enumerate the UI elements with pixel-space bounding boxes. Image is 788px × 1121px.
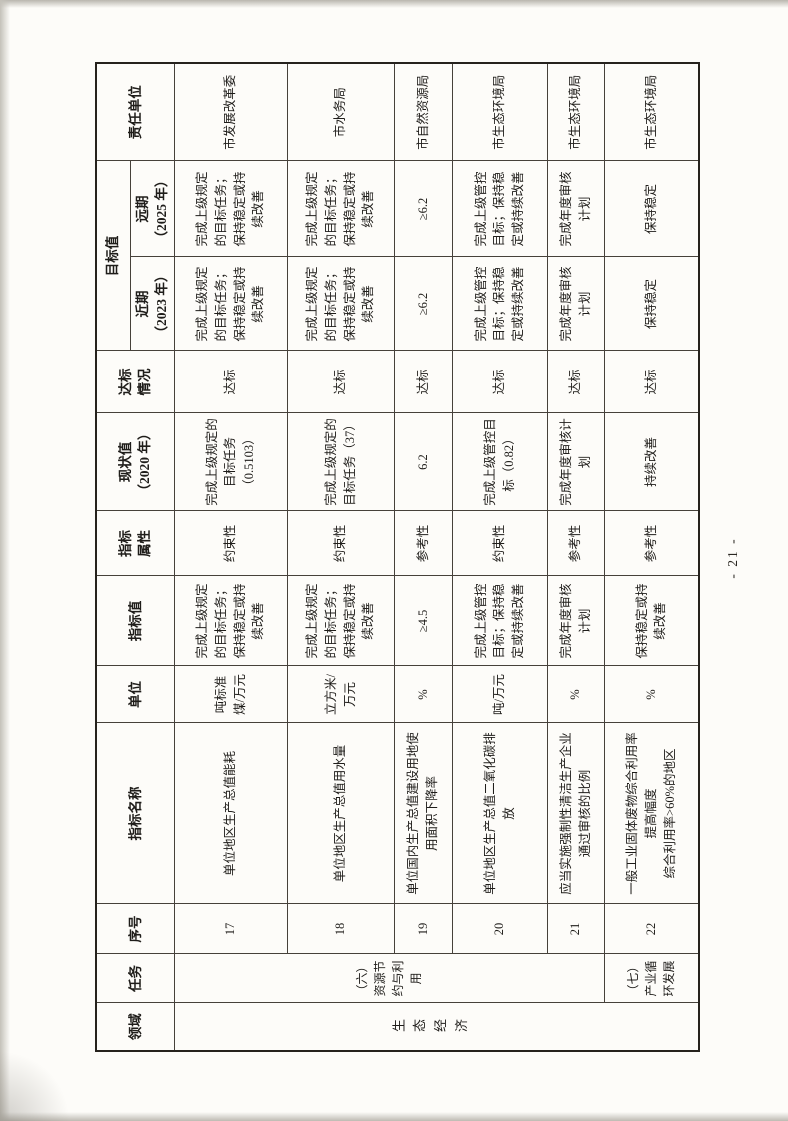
cell-20-target-far: 完成上级管控目标；保持稳定或持续改善 [452,161,548,257]
cell-21-target-near: 完成年度审核计划 [547,257,605,351]
cell-18-attribute: 约束性 [287,511,395,576]
cell-19-unit: % [394,666,453,723]
header-indicator-name: 指标名称 [96,723,175,904]
cell-22-target-far: 保持稳定 [604,161,700,257]
cell-20-compliance: 达标 [452,351,548,413]
cell-18-unit: 立方米/万元 [287,666,395,723]
header-domain: 领域 [96,1003,175,1051]
cell-17-compliance: 达标 [174,351,288,413]
cell-22-attribute: 参考性 [604,511,700,576]
cell-18-compliance: 达标 [287,351,395,413]
cell-20-attribute: 约束性 [452,511,548,576]
page-number: - 21 - [725,537,740,579]
cell-18-name: 单位地区生产总值用水量 [287,723,395,904]
cell-21-value: 完成年度审核计划 [547,576,605,666]
header-task: 任务 [96,954,175,1003]
cell-18-responsible: 市水务局 [287,63,395,161]
header-target-far: 远期 （2025 年） [130,161,175,257]
domain-group-label: 生态经济 [391,1019,476,1034]
header-index: 序号 [96,904,175,954]
table-row-21: 21 应当实施强制性清洁生产企业通过审核的比例 % 完成年度审核计划 参考性 完… [547,63,605,1051]
cell-19-compliance: 达标 [394,351,453,413]
indicator-table: 领域 任务 序号 指标名称 单位 指标值 指标 属性 现状值 （2020 年） … [95,62,701,1052]
cell-17-target-far: 完成上级规定的目标任务；保持稳定或持续改善 [174,161,288,257]
cell-20-target-near: 完成上级管控目标；保持稳定或持续改善 [452,257,548,351]
cell-19-responsible: 市自然资源局 [394,63,453,161]
cell-17-index: 17 [174,904,288,954]
cell-22-index: 22 [604,904,700,954]
table-row-19: 19 单位国内生产总值建设用地使用面积下降率 % ≥4.5 参考性 6.2 达标… [394,63,453,1051]
cell-19-name: 单位国内生产总值建设用地使用面积下降率 [394,723,453,904]
cell-21-attribute: 参考性 [547,511,605,576]
cell-21-current: 完成年度审核计划 [547,413,605,511]
cell-20-unit: 吨/万元 [452,666,548,723]
rotated-content-area: 领域 任务 序号 指标名称 单位 指标值 指标 属性 现状值 （2020 年） … [95,62,740,1052]
cell-17-unit: 吨标准煤/万元 [174,666,288,723]
table-row-17: 生态经济 （六）资源节约与利用 17 单位地区生产总值能耗 吨标准煤/万元 完成… [174,63,700,1051]
cell-18-target-near: 完成上级规定的目标任务；保持稳定或持续改善 [287,257,395,351]
cell-22-compliance: 达标 [604,351,700,413]
cell-20-responsible: 市生态环境局 [452,63,548,161]
cell-18-index: 18 [287,904,395,954]
cell-20-name: 单位地区生产总值二氧化碳排放 [452,723,548,904]
header-target-value: 目标值 [96,161,130,351]
cell-19-value: ≥4.5 [394,576,453,666]
cell-21-responsible: 市生态环境局 [547,63,605,161]
cell-18-current: 完成上级规定的目标任务（37） [287,413,395,511]
header-indicator-attribute: 指标 属性 [96,511,175,576]
scan-edge-bottom [0,1112,788,1121]
table-row-22: （七）产业循环发展 22 一般工业固体废物综合利用率提高幅度 综合利用率>60%… [604,63,700,1051]
cell-21-name: 应当实施强制性清洁生产企业通过审核的比例 [547,723,605,904]
header-target-near: 近期 （2023 年） [130,257,175,351]
cell-19-index: 19 [394,904,453,954]
cell-22-responsible: 市生态环境局 [604,63,700,161]
cell-task-group-a: （六）资源节约与利用 [174,954,605,1003]
cell-21-unit: % [547,666,605,723]
cell-17-target-near: 完成上级规定的目标任务；保持稳定或持续改善 [174,257,288,351]
cell-20-value: 完成上级管控目标；保持稳定或持续改善 [452,576,548,666]
cell-20-current: 完成上级管控目标（0.82） [452,413,548,511]
cell-21-compliance: 达标 [547,351,605,413]
cell-20-index: 20 [452,904,548,954]
header-indicator-value: 指标值 [96,576,175,666]
cell-21-index: 21 [547,904,605,954]
cell-22-target-near: 保持稳定 [604,257,700,351]
cell-22-current: 持续改善 [604,413,700,511]
cell-17-name: 单位地区生产总值能耗 [174,723,288,904]
cell-17-value: 完成上级规定的目标任务；保持稳定或持续改善 [174,576,288,666]
cell-task-group-b: （七）产业循环发展 [604,954,700,1003]
cell-17-responsible: 市发展改革委 [174,63,288,161]
table-row-20: 20 单位地区生产总值二氧化碳排放 吨/万元 完成上级管控目标；保持稳定或持续改… [452,63,548,1051]
cell-19-current: 6.2 [394,413,453,511]
cell-19-target-far: ≥6.2 [394,161,453,257]
cell-21-target-far: 完成年度审核计划 [547,161,605,257]
cell-18-value: 完成上级规定的目标任务；保持稳定或持续改善 [287,576,395,666]
cell-22-name: 一般工业固体废物综合利用率提高幅度 综合利用率>60%的地区 [604,723,700,904]
cell-22-value: 保持稳定或持续改善 [604,576,700,666]
cell-17-attribute: 约束性 [174,511,288,576]
header-current-value: 现状值 （2020 年） [96,413,175,511]
cell-18-target-far: 完成上级规定的目标任务；保持稳定或持续改善 [287,161,395,257]
scan-edge-left [0,0,10,1121]
landscape-canvas: 领域 任务 序号 指标名称 单位 指标值 指标 属性 现状值 （2020 年） … [95,62,740,1052]
cell-19-target-near: ≥6.2 [394,257,453,351]
cell-22-unit: % [604,666,700,723]
scan-corner-shadow [0,1051,70,1121]
cell-17-current: 完成上级规定的目标任务（0.5103） [174,413,288,511]
table-row-18: 18 单位地区生产总值用水量 立方米/万元 完成上级规定的目标任务；保持稳定或持… [287,63,395,1051]
header-compliance: 达标 情况 [96,351,175,413]
header-responsible-unit: 责任单位 [96,63,175,161]
cell-domain-group: 生态经济 [174,1003,700,1051]
cell-19-attribute: 参考性 [394,511,453,576]
scan-edge-top [0,0,788,8]
header-unit: 单位 [96,666,175,723]
